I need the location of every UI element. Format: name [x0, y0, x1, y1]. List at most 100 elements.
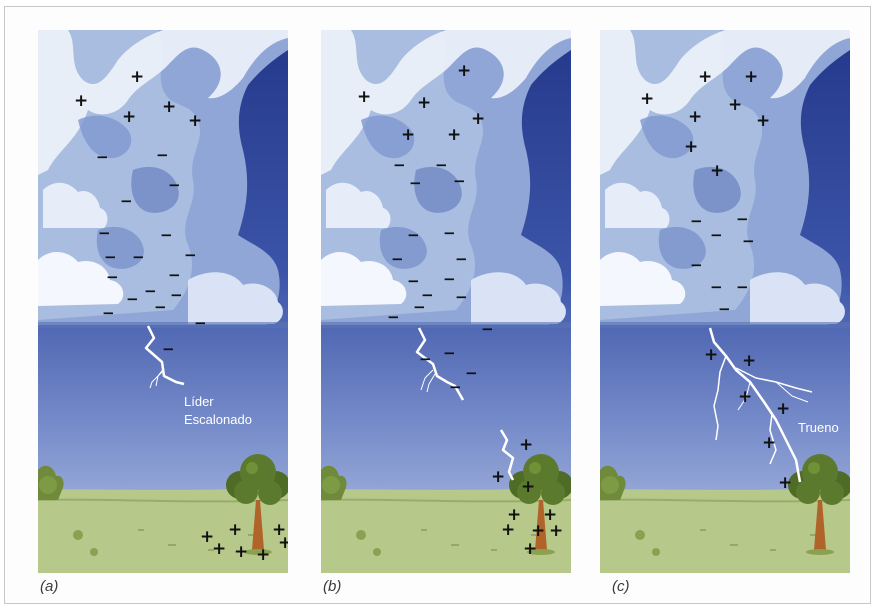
- positive-charge: +: [507, 505, 521, 525]
- positive-charge: +: [684, 137, 698, 157]
- negative-charge: −: [443, 224, 456, 242]
- positive-charge: +: [212, 539, 226, 559]
- positive-charge: +: [744, 67, 758, 87]
- positive-charge: +: [543, 505, 557, 525]
- positive-charge: +: [491, 467, 505, 487]
- positive-charge: +: [200, 527, 214, 547]
- negative-charge: −: [443, 344, 456, 362]
- negative-charge: −: [453, 172, 466, 190]
- negative-charge: −: [170, 286, 183, 304]
- negative-charge: −: [690, 256, 703, 274]
- negative-charges: − − − − − − − − − − − − − − − − − − −: [387, 156, 494, 396]
- positive-charge: +: [272, 520, 286, 540]
- positive-charge: +: [256, 545, 270, 565]
- negative-charge: −: [736, 210, 749, 228]
- negative-charge: −: [184, 246, 197, 264]
- panel-label-b: (b): [323, 578, 342, 595]
- negative-charge: −: [419, 350, 432, 368]
- negative-charge: −: [96, 148, 109, 166]
- negative-charge: −: [465, 364, 478, 382]
- negative-charge: −: [481, 320, 494, 338]
- positive-charge: +: [531, 521, 545, 541]
- panel-label-c: (c): [612, 578, 630, 595]
- return-stroke-bolt: [708, 327, 813, 483]
- stepped-leader-label-line1: Líder: [184, 394, 214, 409]
- positive-charge: +: [640, 89, 654, 109]
- negative-charge: −: [168, 266, 181, 284]
- positive-charge: +: [401, 125, 415, 145]
- negative-charge: −: [455, 250, 468, 268]
- negative-charge: −: [710, 278, 723, 296]
- negative-charge: −: [455, 288, 468, 306]
- negative-charge: −: [736, 278, 749, 296]
- positive-charge: +: [417, 93, 431, 113]
- negative-charge: −: [407, 226, 420, 244]
- negative-charge: −: [710, 226, 723, 244]
- negative-charge: −: [154, 298, 167, 316]
- negative-charge: −: [413, 298, 426, 316]
- negative-charge: −: [435, 156, 448, 174]
- positive-charge: +: [728, 95, 742, 115]
- negative-charge: −: [443, 270, 456, 288]
- negative-charge: −: [387, 308, 400, 326]
- negative-charge: −: [126, 290, 139, 308]
- positive-charge: +: [501, 520, 515, 540]
- positive-charge: +: [523, 539, 537, 559]
- negative-charges: − − − − − − − −: [690, 210, 755, 318]
- negative-charge: −: [409, 174, 422, 192]
- negative-charge: −: [120, 192, 133, 210]
- negative-charge: −: [106, 268, 119, 286]
- positive-charge: +: [738, 387, 752, 407]
- negative-charge: −: [160, 226, 173, 244]
- positive-charges: + + + + + + + + + + + + + + +: [357, 61, 563, 559]
- positive-charge: +: [710, 161, 724, 181]
- panel-b: + + + + + + + + + + + + + + + − − − − − …: [321, 30, 571, 573]
- panel-a: + + + + + + + + + + + + − − − − − − − − …: [38, 30, 288, 573]
- positive-charge: +: [742, 351, 756, 371]
- positive-charge: +: [704, 345, 718, 365]
- positive-charge: +: [278, 533, 288, 553]
- positive-charge: +: [519, 435, 533, 455]
- positive-charge: +: [357, 87, 371, 107]
- negative-charge: −: [162, 340, 175, 358]
- positive-charge: +: [188, 111, 202, 131]
- positive-charge: +: [447, 125, 461, 145]
- negative-charge: −: [102, 304, 115, 322]
- negative-charge: −: [742, 232, 755, 250]
- negative-charge: −: [718, 300, 731, 318]
- negative-charge: −: [393, 156, 406, 174]
- negative-charge: −: [421, 286, 434, 304]
- negative-charges: − − − − − − − − − − − − − − − − − −: [96, 146, 207, 358]
- positive-charge: +: [688, 107, 702, 127]
- positive-charge: +: [521, 477, 535, 497]
- negative-charge: −: [144, 282, 157, 300]
- stepped-leader-label-line2: Escalonado: [184, 412, 252, 427]
- upward-streamer: [499, 429, 515, 481]
- positive-charge: +: [228, 520, 242, 540]
- thunder-label: Trueno: [798, 420, 839, 435]
- positive-charge: +: [776, 399, 790, 419]
- positive-charges: + + + + + + + + + + + + + +: [640, 67, 792, 493]
- negative-charge: −: [690, 212, 703, 230]
- negative-charge: −: [407, 272, 420, 290]
- panel-label-a: (a): [40, 578, 59, 595]
- negative-charge: −: [391, 250, 404, 268]
- negative-charge: −: [132, 248, 145, 266]
- positive-charge: +: [122, 107, 136, 127]
- negative-charge: −: [449, 378, 462, 396]
- positive-charge: +: [234, 542, 248, 562]
- negative-charge: −: [194, 314, 207, 332]
- negative-charge: −: [156, 146, 169, 164]
- negative-charge: −: [98, 224, 111, 242]
- positive-charge: +: [698, 67, 712, 87]
- leader-bolt: [415, 327, 465, 401]
- positive-charge: +: [457, 61, 471, 81]
- positive-charge: +: [549, 521, 563, 541]
- positive-charge: +: [162, 97, 176, 117]
- stepped-leader-bolt: [144, 325, 185, 389]
- negative-charge: −: [168, 176, 181, 194]
- panel-c: + + + + + + + + + + + + + + − − − − − − …: [600, 30, 850, 573]
- positive-charges: + + + + + + + + + + + +: [74, 67, 288, 565]
- positive-charge: +: [762, 433, 776, 453]
- negative-charge: −: [104, 248, 117, 266]
